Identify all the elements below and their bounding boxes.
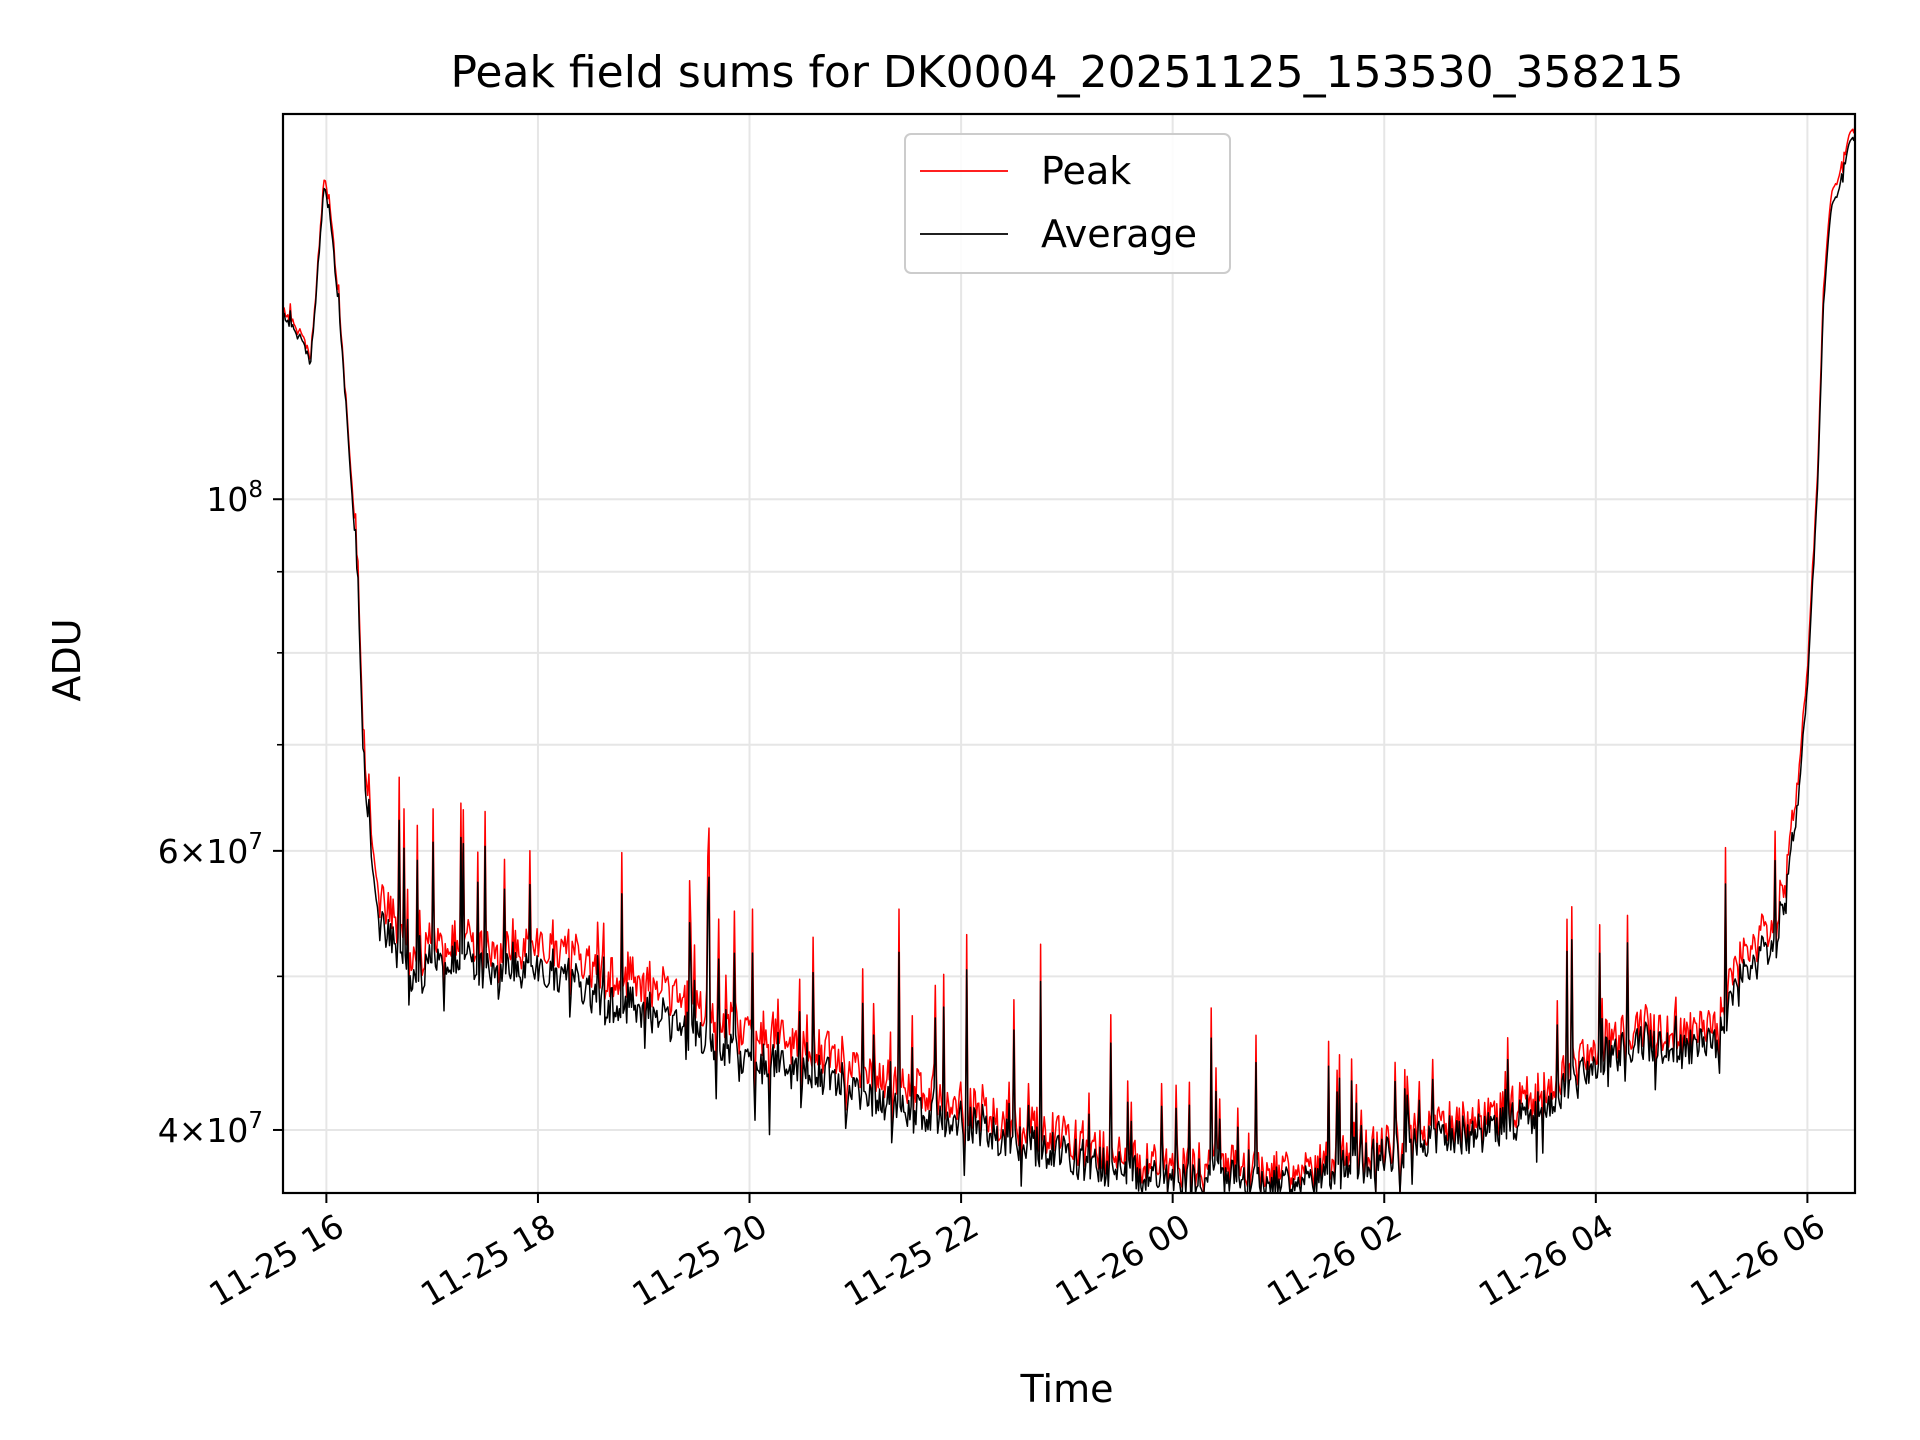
y-tick-label: 4×107 — [158, 1108, 263, 1150]
x-tick-label: 11-26 04 — [1472, 1206, 1620, 1314]
x-tick-label: 11-25 20 — [626, 1206, 774, 1314]
y-tick-label: 6×107 — [158, 829, 263, 871]
grid — [283, 114, 1855, 1193]
y-tick-label: 108 — [206, 477, 263, 519]
legend: Peak Average — [904, 133, 1231, 274]
series-peak-line — [282, 125, 1856, 1194]
x-tick-label: 11-26 02 — [1260, 1206, 1408, 1314]
y-axis-ticks: 108 6×107 4×107 — [158, 477, 283, 1150]
series-layer — [282, 125, 1856, 1194]
chart-title: Peak field sums for DK0004_20251125_1535… — [450, 47, 1683, 98]
x-tick-label: 11-25 22 — [837, 1206, 985, 1314]
x-tick-label: 11-25 16 — [202, 1206, 350, 1314]
x-tick-label: 11-26 00 — [1049, 1206, 1197, 1314]
x-tick-label: 11-26 06 — [1683, 1206, 1831, 1314]
series-average-line — [282, 133, 1856, 1194]
x-axis-ticks: 11-25 16 11-25 18 11-25 20 11-25 22 11-26 00… — [202, 1193, 1831, 1314]
x-tick-label: 11-25 18 — [414, 1206, 562, 1314]
legend-average-label: Average — [1041, 212, 1197, 256]
y-axis-label: ADU — [45, 618, 89, 701]
x-axis-label: Time — [1020, 1367, 1114, 1411]
legend-box — [904, 133, 1231, 274]
legend-peak-label: Peak — [1041, 149, 1131, 193]
